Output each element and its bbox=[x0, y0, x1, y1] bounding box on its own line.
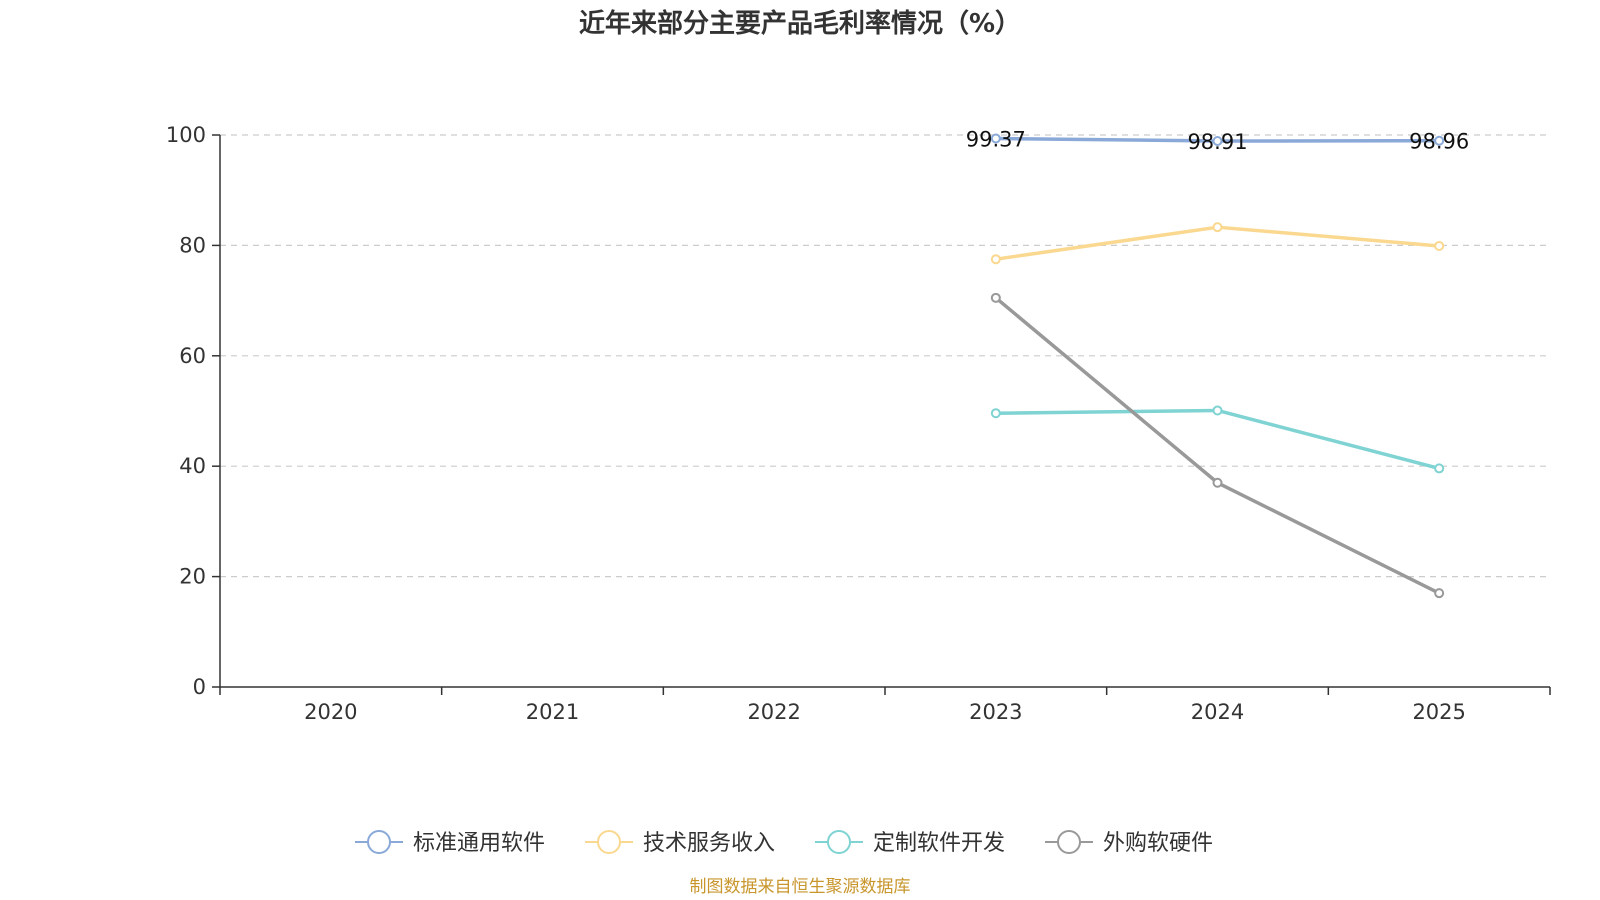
data-point[interactable] bbox=[990, 254, 1001, 265]
data-labels: 99.37 98.91 98.96 bbox=[966, 127, 1469, 154]
y-tick-label: 40 bbox=[179, 454, 206, 478]
grid-lines bbox=[220, 134, 1550, 578]
x-tick-label: 2024 bbox=[1191, 700, 1244, 724]
legend-item[interactable]: 定制软件开发 bbox=[815, 830, 1005, 856]
legend-label: 定制软件开发 bbox=[873, 831, 1005, 856]
legend-marker bbox=[827, 830, 851, 854]
data-point[interactable] bbox=[1434, 463, 1445, 474]
series-line bbox=[994, 296, 1441, 595]
data-point[interactable] bbox=[1212, 136, 1223, 147]
x-tick-label: 2020 bbox=[304, 700, 357, 724]
legend-item[interactable]: 技术服务收入 bbox=[585, 830, 775, 856]
x-tick-label: 2022 bbox=[747, 700, 800, 724]
x-tick-label: 2021 bbox=[526, 700, 579, 724]
y-tick-label: 60 bbox=[179, 344, 206, 368]
y-tick-label: 20 bbox=[179, 565, 206, 589]
y-tick-label: 100 bbox=[166, 123, 206, 147]
data-point[interactable] bbox=[990, 133, 1001, 144]
data-label: 98.96 bbox=[1409, 130, 1469, 154]
y-tick-label: 0 bbox=[193, 675, 206, 699]
data-point[interactable] bbox=[1434, 588, 1445, 599]
legend-label: 外购软硬件 bbox=[1103, 831, 1213, 856]
legend-marker bbox=[597, 830, 621, 854]
legend-marker bbox=[1057, 830, 1081, 854]
legend-marker bbox=[367, 830, 391, 854]
y-tick-label: 80 bbox=[179, 233, 206, 257]
data-point[interactable] bbox=[990, 408, 1001, 419]
legend-item[interactable]: 外购软硬件 bbox=[1045, 830, 1213, 856]
data-point[interactable] bbox=[1212, 477, 1223, 488]
chart-title: 近年来部分主要产品毛利率情况（%） bbox=[579, 8, 1021, 39]
x-tick-label: 2025 bbox=[1412, 700, 1465, 724]
x-tick-label: 2023 bbox=[969, 700, 1022, 724]
data-point[interactable] bbox=[1434, 135, 1445, 146]
legend-label: 技术服务收入 bbox=[643, 831, 775, 856]
data-point[interactable] bbox=[1434, 240, 1445, 251]
legend[interactable]: 标准通用软件 技术服务收入 定制软件开发 外购软硬件 bbox=[355, 830, 1213, 856]
data-point[interactable] bbox=[990, 292, 1001, 303]
series-lines bbox=[990, 133, 1445, 599]
data-label: 99.37 bbox=[966, 127, 1026, 151]
data-point[interactable] bbox=[1212, 222, 1223, 233]
data-label: 98.91 bbox=[1187, 130, 1247, 154]
source-note: 制图数据来自恒生聚源数据库 bbox=[690, 877, 911, 897]
data-point[interactable] bbox=[1212, 405, 1223, 416]
legend-item[interactable]: 标准通用软件 bbox=[355, 830, 545, 856]
axes: 0 20 40 60 80 100 2020 2021 2022 2023 2024 2025 bbox=[166, 123, 1551, 724]
series-line bbox=[994, 408, 1441, 471]
legend-label: 标准通用软件 bbox=[413, 831, 545, 856]
